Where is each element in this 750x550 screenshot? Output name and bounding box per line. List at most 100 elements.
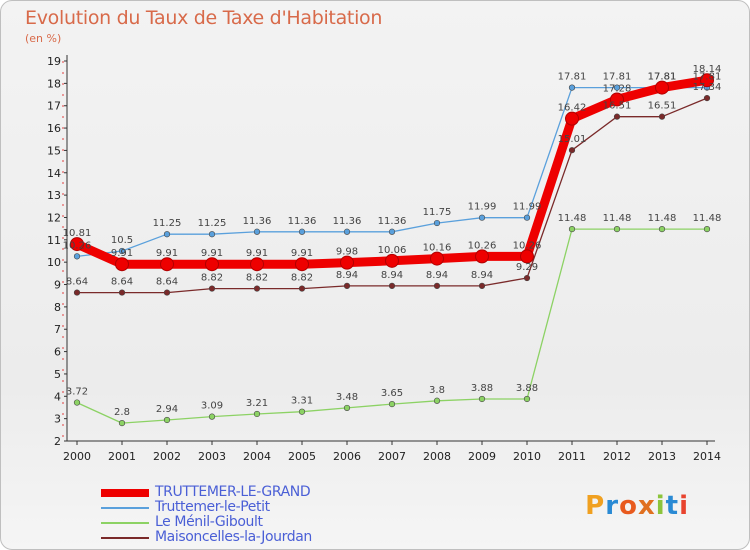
data-point <box>568 225 576 233</box>
data-label: 17.81 <box>648 72 677 83</box>
data-label: 10.26 <box>513 240 542 251</box>
data-point <box>208 285 216 292</box>
data-point <box>205 257 219 272</box>
data-point <box>340 255 354 270</box>
data-label: 17.81 <box>558 72 587 83</box>
data-point <box>253 228 261 235</box>
data-label: 3.65 <box>381 388 403 399</box>
data-label: 8.64 <box>156 277 178 288</box>
logo-letter: P <box>585 491 606 521</box>
data-point <box>430 251 444 266</box>
data-point <box>73 253 81 260</box>
data-label: 11.48 <box>603 213 632 224</box>
data-label: 8.82 <box>246 273 268 284</box>
data-point <box>388 228 396 235</box>
data-label: 8.94 <box>381 270 403 281</box>
data-point <box>298 285 306 292</box>
data-point <box>163 416 171 424</box>
data-label: 11.36 <box>378 216 407 227</box>
data-point <box>655 80 669 95</box>
x-tick-label: 2011 <box>558 450 586 463</box>
logo-letter: o <box>619 491 638 521</box>
data-label: 2.8 <box>114 407 130 418</box>
y-tick-label: 17 <box>47 100 61 113</box>
data-point <box>478 282 486 289</box>
data-label: 10.06 <box>378 245 407 256</box>
data-label: 11.48 <box>558 213 587 224</box>
y-tick-label: 6 <box>54 346 61 359</box>
data-label: 3.72 <box>66 387 88 398</box>
data-point <box>343 404 351 412</box>
data-point <box>523 214 531 221</box>
data-label: 11.75 <box>423 207 452 218</box>
data-point <box>523 274 531 282</box>
data-label: 8.82 <box>201 273 223 284</box>
x-tick-label: 2004 <box>243 450 271 463</box>
x-tick-label: 2001 <box>108 450 136 463</box>
x-tick-label: 2005 <box>288 450 316 463</box>
logo-letter: x <box>637 491 656 521</box>
y-tick-label: 5 <box>54 368 61 381</box>
x-tick-label: 2006 <box>333 450 361 463</box>
data-label: 17.81 <box>603 72 632 83</box>
data-label: 3.8 <box>429 385 445 396</box>
x-tick-label: 2008 <box>423 450 451 463</box>
data-label: 16.42 <box>558 103 587 114</box>
data-point <box>208 413 216 420</box>
data-point <box>658 113 666 120</box>
data-label: 9.98 <box>336 247 358 258</box>
data-point <box>700 73 714 88</box>
data-point <box>208 231 216 238</box>
y-tick-label: 2 <box>54 435 61 448</box>
data-label: 8.94 <box>336 270 358 281</box>
y-tick-label: 3 <box>54 413 61 426</box>
data-point <box>520 249 534 264</box>
data-point <box>385 253 399 268</box>
legend-swatch <box>101 489 149 497</box>
data-label: 11.99 <box>513 202 542 213</box>
data-label: 3.88 <box>471 383 493 394</box>
data-point <box>568 84 576 91</box>
data-point <box>115 257 129 272</box>
y-tick-label: 14 <box>47 167 61 180</box>
data-label: 16.51 <box>648 101 677 112</box>
legend-swatch <box>101 537 149 539</box>
data-point <box>610 92 624 107</box>
data-label: 10.5 <box>111 235 133 246</box>
data-point <box>250 257 264 272</box>
legend-label: Le Ménil-Giboult <box>155 514 263 530</box>
data-label: 17.28 <box>603 83 632 94</box>
legend-swatch <box>101 507 149 509</box>
data-label: 11.99 <box>468 202 497 213</box>
legend-label: Maisoncelles-la-Jourdan <box>155 529 312 545</box>
data-label: 18.14 <box>693 64 722 75</box>
data-point <box>703 95 711 102</box>
data-label: 9.91 <box>201 248 223 259</box>
y-tick-label: 8 <box>54 301 61 314</box>
logo-letter: i <box>679 491 689 521</box>
data-label: 15.01 <box>558 134 587 145</box>
data-label: 10.81 <box>63 228 92 239</box>
x-tick-label: 2009 <box>468 450 496 463</box>
x-tick-label: 2007 <box>378 450 406 463</box>
x-tick-label: 2000 <box>63 450 91 463</box>
data-label: 3.88 <box>516 383 538 394</box>
data-point <box>163 289 171 296</box>
data-label: 9.91 <box>111 248 133 259</box>
data-point <box>343 282 351 289</box>
logo-letter: i <box>655 491 666 521</box>
data-label: 8.64 <box>66 277 88 288</box>
data-label: 10.26 <box>468 240 497 251</box>
data-label: 11.25 <box>153 218 182 229</box>
data-label: 10.16 <box>423 243 452 254</box>
data-point <box>613 225 621 233</box>
data-label: 8.94 <box>471 270 493 281</box>
data-point <box>118 289 126 296</box>
data-point <box>343 228 351 235</box>
data-point <box>658 225 666 233</box>
data-point <box>568 147 576 154</box>
y-tick-label: 13 <box>47 189 61 202</box>
y-tick-label: 11 <box>47 234 61 247</box>
data-label: 16.51 <box>603 101 632 112</box>
